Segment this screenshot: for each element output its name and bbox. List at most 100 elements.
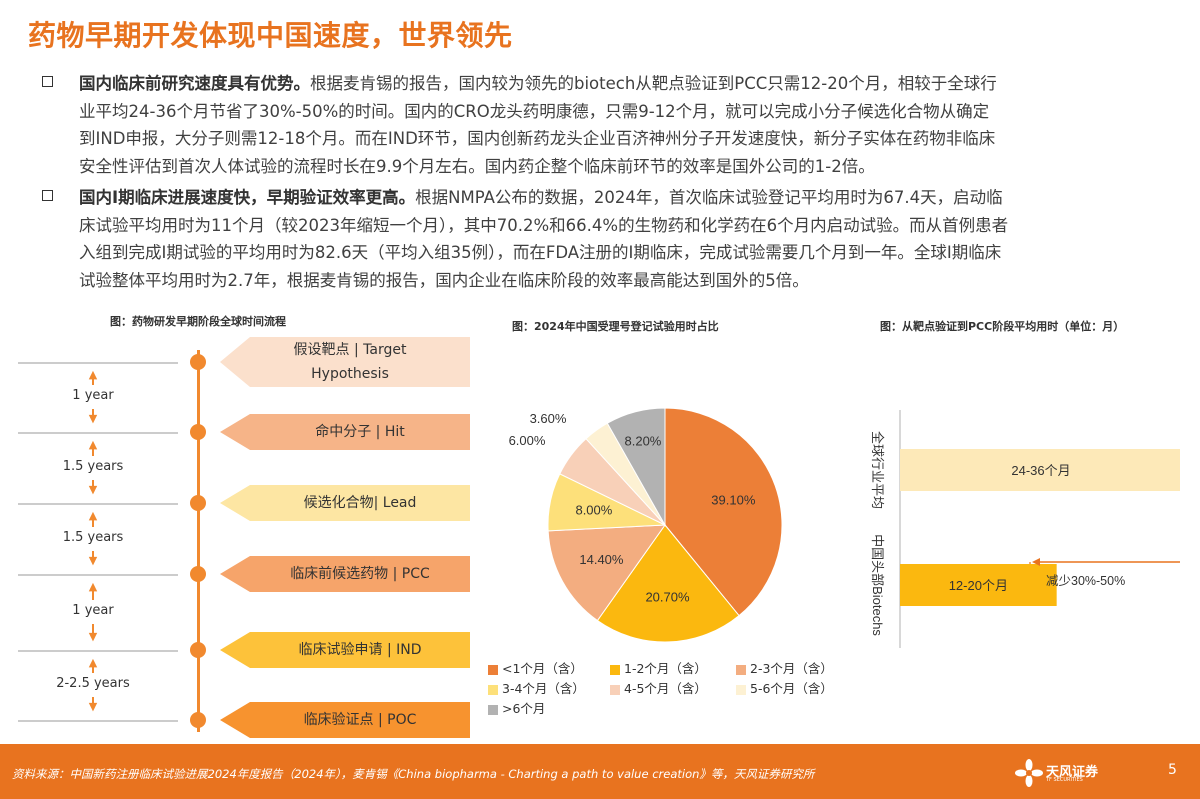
timeline-stage: 临床前候选药物 | PCC xyxy=(220,556,470,592)
footer: 资料来源：中国新药注册临床试验进展2024年度报告（2024年），麦肯锡《Chi… xyxy=(0,744,1200,799)
bar-value-label: 24-36个月 xyxy=(1011,463,1070,478)
stage-divider xyxy=(18,432,178,434)
arrow-left-icon xyxy=(1032,558,1040,566)
duration-bracket xyxy=(92,550,94,558)
pie-slice xyxy=(664,407,783,617)
arrow-down-icon: ▼ xyxy=(88,700,98,713)
bar-value-label: 12-20个月 xyxy=(949,578,1008,593)
duration-bracket xyxy=(92,448,94,456)
legend-label: 2-3个月（含） xyxy=(750,661,833,676)
timeline-stage: 假设靶点 | Target Hypothesis xyxy=(220,337,470,387)
bar-chart: 24-36个月 全球行业平均 12-20个月 中国头部Biotechs 减少30%-50… xyxy=(870,410,1180,648)
pie-data-label: 6.00% xyxy=(509,433,546,448)
legend-item: 4-5个月（含） xyxy=(610,678,707,697)
page-number: 5 xyxy=(1168,762,1177,778)
legend-item: >6个月 xyxy=(488,698,545,717)
arrow-down-icon: ▼ xyxy=(88,412,98,425)
paragraph-lead: 国内临床前研究速度具有优势。 xyxy=(79,74,310,93)
stage-divider xyxy=(18,503,178,505)
stage-arrow-shape xyxy=(220,414,470,450)
arrow-up-icon: ▲ xyxy=(88,509,98,522)
stage-label: 临床验证点 | POC xyxy=(303,712,417,728)
stage-divider xyxy=(18,574,178,576)
page-title: 药物早期开发体现中国速度，世界领先 xyxy=(28,19,513,52)
duration-label: 2-2.5 years xyxy=(56,676,130,691)
legend-label: 1-2个月（含） xyxy=(624,661,707,676)
arrow-down-icon: ▼ xyxy=(88,554,98,567)
duration-bracket xyxy=(92,479,94,487)
pie-slice xyxy=(606,407,666,527)
legend-item: 3-4个月（含） xyxy=(488,678,585,697)
pie-data-label: 39.10% xyxy=(711,493,756,508)
timeline-dot xyxy=(190,712,206,728)
timeline-stage: 临床试验申请 | IND xyxy=(220,632,470,668)
bar-rect xyxy=(900,449,1180,491)
pie-data-label: 20.70% xyxy=(645,589,690,604)
legend-label: 4-5个月（含） xyxy=(624,681,707,696)
timeline-dot xyxy=(190,642,206,658)
stage-arrow-shape xyxy=(220,485,470,521)
paragraph-line: 根据NMPA公布的数据，2024年，首次临床试验登记平均用时为67.4天，启动临 xyxy=(415,188,1003,207)
paragraph-text-1: 国内临床前研究速度具有优势。根据麦肯锡的报告，国内较为领先的biotech从靶点… xyxy=(79,70,1162,180)
duration-label: 1 year xyxy=(72,603,114,618)
pie-data-label: 8.20% xyxy=(625,433,662,448)
stage-divider xyxy=(18,650,178,652)
stage-arrow-shape xyxy=(220,632,470,668)
legend-label: 3-4个月（含） xyxy=(502,681,585,696)
timeline-stage: 临床验证点 | POC xyxy=(220,702,470,738)
paragraph-line: 试验整体平均用时为2.7年，根据麦肯锡的报告，国内企业在临床阶段的效率最高能达到… xyxy=(79,270,809,290)
pie-slice xyxy=(596,524,740,643)
arrow-down-icon: ▼ xyxy=(88,630,98,643)
paragraph-line: 到IND申报，大分子则需12-18个月。而在IND环节，国内创新药龙头企业百济神… xyxy=(79,129,996,148)
stage-label: 命中分子 | Hit xyxy=(315,424,405,440)
stage-label: 临床前候选药物 | PCC xyxy=(290,566,430,582)
legend-swatch xyxy=(610,684,620,695)
duration-label: 1.5 years xyxy=(62,458,124,474)
arrow-up-icon: ▲ xyxy=(88,580,98,593)
bar-caption: 图：从靶点验证到PCC阶段平均用时（单位：月） xyxy=(880,320,1125,333)
legend-swatch xyxy=(610,664,620,675)
legend-swatch xyxy=(488,664,498,675)
stage-divider xyxy=(18,720,178,722)
pie-legend: <1个月（含） 1-2个月（含） 2-3个月（含） 3-4个月（含） 4-5个月（含） 5… xyxy=(488,658,868,718)
paragraph-text-2: 国内I期临床进展速度快，早期验证效率更高。根据NMPA公布的数据，2024年，首… xyxy=(79,184,1162,294)
stage-label: 候选化合物| Lead xyxy=(303,495,417,511)
pie-caption: 图：2024年中国受理号登记试验用时占比 xyxy=(512,320,719,333)
legend-swatch xyxy=(736,684,746,695)
duration-label: 1 year xyxy=(72,388,114,403)
paragraph-line: 业平均24-36个月节省了30%-50%的时间。国内的CRO龙头药明康德，只需9… xyxy=(79,101,990,121)
timeline-dot xyxy=(190,566,206,582)
legend-label: <1个月（含） xyxy=(502,661,583,676)
duration-bracket xyxy=(92,378,94,385)
legend-swatch xyxy=(488,684,498,695)
paragraph-line: 根据麦肯锡的报告，国内较为领先的biotech从靶点验证到PCC只需12-20个… xyxy=(310,74,997,93)
bar-category-label: 全球行业平均 xyxy=(870,431,885,509)
arrow-down-icon: ▼ xyxy=(88,483,98,496)
arrow-up-icon: ▲ xyxy=(88,438,98,451)
source-note: 资料来源：中国新药注册临床试验进展2024年度报告（2024年），麦肯锡《Chi… xyxy=(12,767,815,781)
legend-item: <1个月（含） xyxy=(488,658,583,677)
stage-arrow-shape xyxy=(220,702,470,738)
timeline-stage: 候选化合物| Lead xyxy=(220,485,470,521)
timeline-caption: 图：药物研发早期阶段全球时间流程 xyxy=(110,315,286,328)
duration-bracket xyxy=(92,519,94,527)
bar-rect xyxy=(900,564,1057,606)
brand-logo: 天风证券 TF SECURITIES xyxy=(1015,758,1110,788)
legend-label: 5-6个月（含） xyxy=(750,681,833,696)
duration-label: 1.5 years xyxy=(62,529,124,545)
legend-item: 1-2个月（含） xyxy=(610,658,707,677)
stage-label: 假设靶点 | Target Hypothesis xyxy=(293,342,407,382)
arrow-up-icon: ▲ xyxy=(88,656,98,669)
pie-slice xyxy=(547,524,667,622)
legend-swatch xyxy=(488,704,498,715)
timeline-stage: 命中分子 | Hit xyxy=(220,414,470,450)
pie-data-label: 8.00% xyxy=(575,503,612,518)
bullet-paragraph-2: 国内I期临床进展速度快，早期验证效率更高。根据NMPA公布的数据，2024年，首… xyxy=(42,184,1162,294)
duration-bracket xyxy=(92,666,94,673)
duration-bracket xyxy=(92,590,94,600)
arrow-up-icon: ▲ xyxy=(88,368,98,381)
stage-arrow-shape xyxy=(220,556,470,592)
timeline-dot xyxy=(190,424,206,440)
reduction-annotation: 减少30%-50% xyxy=(1046,574,1125,588)
timeline-dot xyxy=(190,495,206,511)
